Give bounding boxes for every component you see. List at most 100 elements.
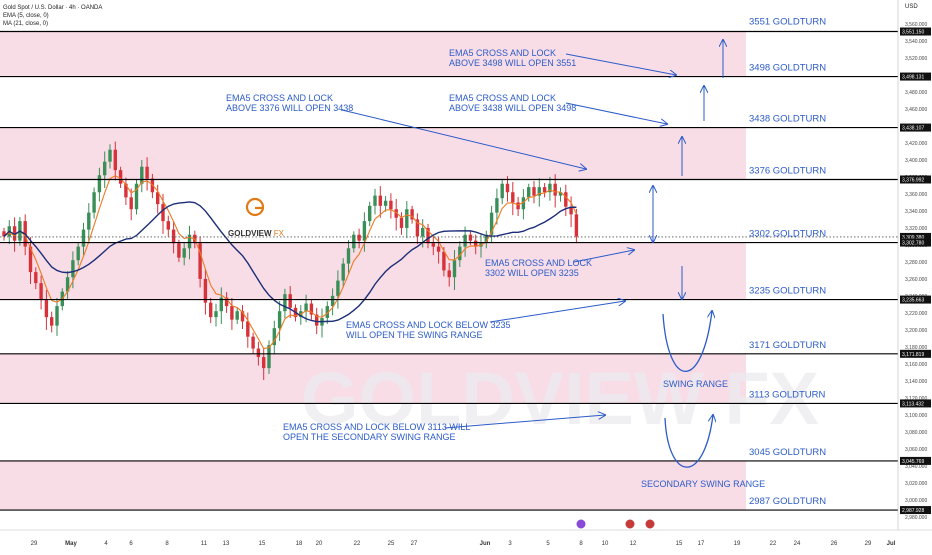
date-tick: 13 xyxy=(223,541,230,547)
price-tick: 3,560.000 xyxy=(905,22,927,28)
ma-legend[interactable]: MA (21, close, 0) xyxy=(3,21,49,27)
date-tick: 12 xyxy=(630,541,637,547)
candle-body xyxy=(182,248,186,258)
candle-body xyxy=(34,272,38,284)
event-icon xyxy=(576,519,586,529)
date-tick: 17 xyxy=(698,541,705,547)
level-label-3498: 3498 GOLDTURN xyxy=(749,63,826,74)
ema-legend[interactable]: EMA (5, close, 0) xyxy=(3,13,49,19)
price-tag-bg xyxy=(900,238,931,247)
goldview-logo: GOLDVIEW FX xyxy=(228,197,285,238)
candle-body xyxy=(537,187,541,196)
price-tag-bg xyxy=(900,123,931,132)
candle-body xyxy=(426,227,430,244)
candle-body xyxy=(495,198,499,213)
annotation-line: SECONDARY SWING RANGE xyxy=(641,479,765,489)
ma-line xyxy=(3,201,577,323)
candle-body xyxy=(394,209,398,218)
candle-body xyxy=(309,303,314,315)
candle-body xyxy=(373,195,377,206)
candle-body xyxy=(219,297,223,312)
us-flag-icon xyxy=(625,519,635,529)
price-tick: 3,100.000 xyxy=(905,413,927,419)
date-tick: 29 xyxy=(31,541,38,547)
date-tick: 29 xyxy=(865,541,872,547)
candle-body xyxy=(145,166,149,179)
candle-body xyxy=(330,295,335,307)
date-tick: Jun xyxy=(480,541,491,547)
price-tag-text: 3,551.150 xyxy=(902,30,924,36)
candle-body xyxy=(516,202,520,210)
price-tag-bg xyxy=(900,232,931,241)
date-tick: May xyxy=(65,541,77,547)
level-label-3551: 3551 GOLDTURN xyxy=(749,17,826,28)
price-tag-text: 3,498.131 xyxy=(902,75,924,81)
candle-body xyxy=(378,195,382,206)
candle-body xyxy=(177,243,181,258)
candle-body xyxy=(12,226,17,241)
date-tick: 6 xyxy=(129,541,133,547)
price-tick: 3,060.000 xyxy=(905,447,927,453)
price-tag-bg xyxy=(900,456,931,465)
price-label-tag: 3,498.131 xyxy=(900,72,931,81)
annotation-line: ABOVE 3498 WILL OPEN 3551 xyxy=(449,58,576,68)
candle-body xyxy=(156,192,160,205)
annotation-line: EMA5 CROSS AND LOCK xyxy=(226,93,333,103)
candle-body xyxy=(452,260,457,278)
annotation-arrow xyxy=(444,415,605,429)
price-tick: 3,340.000 xyxy=(905,209,927,215)
date-tick: 15 xyxy=(259,541,266,547)
price-tag-text: 3,376.992 xyxy=(902,177,924,183)
candle-body xyxy=(246,321,250,337)
annotation-line: EMA5 CROSS AND LOCK xyxy=(449,93,556,103)
date-tick: 26 xyxy=(831,541,838,547)
candle-body xyxy=(405,209,409,228)
candle-body xyxy=(256,348,261,358)
candle-body xyxy=(421,227,425,237)
date-tick: 3 xyxy=(508,541,512,547)
candle-body xyxy=(97,175,102,193)
date-tick: 24 xyxy=(794,541,801,547)
price-label-tag: 3,551.150 xyxy=(900,27,931,36)
price-label-tag: 3,309.380 xyxy=(900,232,931,241)
level-label-3046: 3045 GOLDTURN xyxy=(749,447,826,458)
candle-body xyxy=(251,336,255,349)
candle-body xyxy=(108,149,112,162)
candle-body xyxy=(87,212,91,230)
price-tick: 3,540.000 xyxy=(905,39,927,45)
candle-body xyxy=(389,200,393,210)
candle-body xyxy=(368,205,372,222)
date-tick: 8 xyxy=(165,541,169,547)
date-tick: 20 xyxy=(316,541,323,547)
candle-body xyxy=(521,197,526,210)
date-tick: 19 xyxy=(734,541,741,547)
candle-body xyxy=(463,234,467,247)
candle-body xyxy=(315,314,319,326)
candle-body xyxy=(383,200,388,206)
candle-body xyxy=(458,246,462,261)
candle-body xyxy=(283,294,287,312)
candle-body xyxy=(262,357,266,369)
price-label-tag: 3,171.819 xyxy=(900,349,931,358)
logo-ring xyxy=(245,197,265,217)
candle-body xyxy=(92,192,96,213)
annotation-line: ABOVE 3376 WILL OPEN 3438 xyxy=(226,103,353,113)
candle-body xyxy=(569,206,573,215)
candle-body xyxy=(44,300,49,318)
candle-body xyxy=(532,187,536,196)
candle-body xyxy=(558,192,563,196)
price-tick: 3,260.000 xyxy=(905,277,927,283)
watermark-text: GOLDVIEW FX xyxy=(301,357,819,440)
price-tick: 3,200.000 xyxy=(905,328,927,334)
candle-body xyxy=(341,263,345,281)
candle-body xyxy=(50,317,54,326)
level-band-1 xyxy=(0,127,746,180)
candle-body xyxy=(203,278,208,303)
candle-body xyxy=(447,270,451,278)
date-tick: 10 xyxy=(602,541,609,547)
candle-body xyxy=(399,217,404,228)
